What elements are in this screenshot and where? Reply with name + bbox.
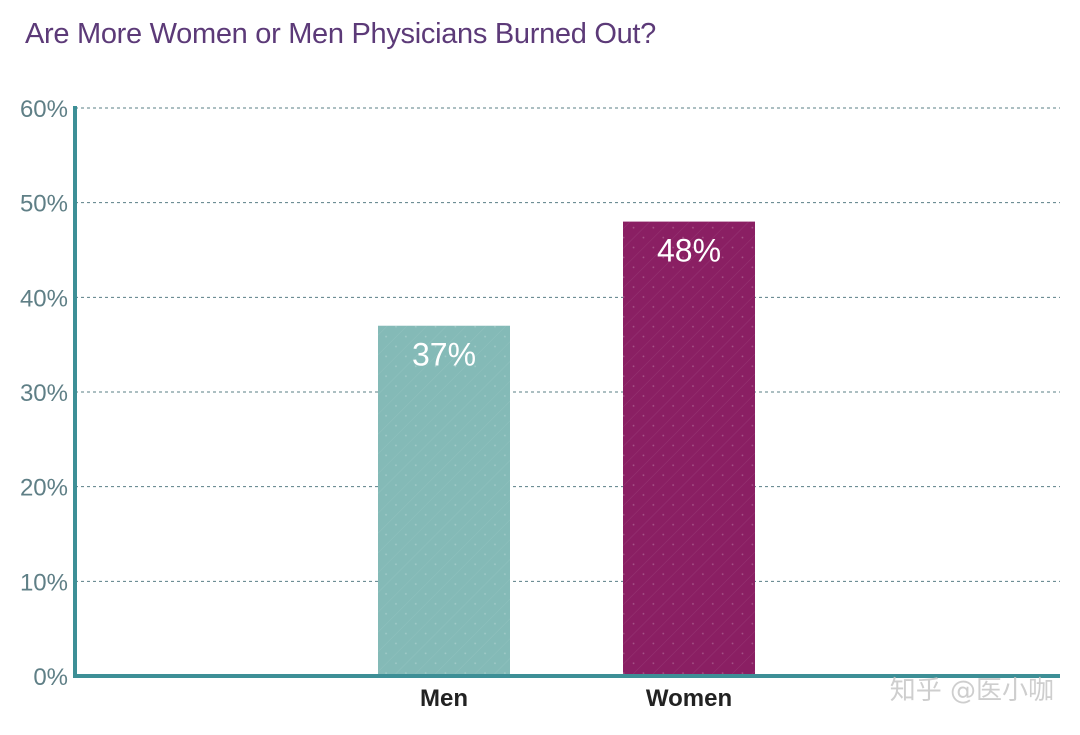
data-label-women: 48% [657,233,721,269]
x-category-label-women: Women [646,685,732,712]
bars [378,221,755,676]
y-tick-label: 40% [20,285,68,312]
y-tick-label: 20% [20,475,68,502]
axes [73,106,1060,678]
y-tick-label: 0% [33,664,68,691]
bar-texture [378,325,510,676]
watermark-text: 知乎 @医小咖 [889,676,1054,706]
gridlines [75,107,1060,582]
y-tick-label: 60% [20,96,68,123]
bar-texture [623,221,755,676]
labels: 0% 10% 20% 30% 40% 50% 60% 37% Men 48% Women [20,96,732,712]
y-tick-label: 30% [20,380,68,407]
y-tick-label: 10% [20,569,68,596]
data-label-men: 37% [412,337,476,373]
chart-title: Are More Women or Men Physicians Burned … [25,18,656,50]
x-category-label-men: Men [420,685,468,712]
y-tick-label: 50% [20,191,68,218]
